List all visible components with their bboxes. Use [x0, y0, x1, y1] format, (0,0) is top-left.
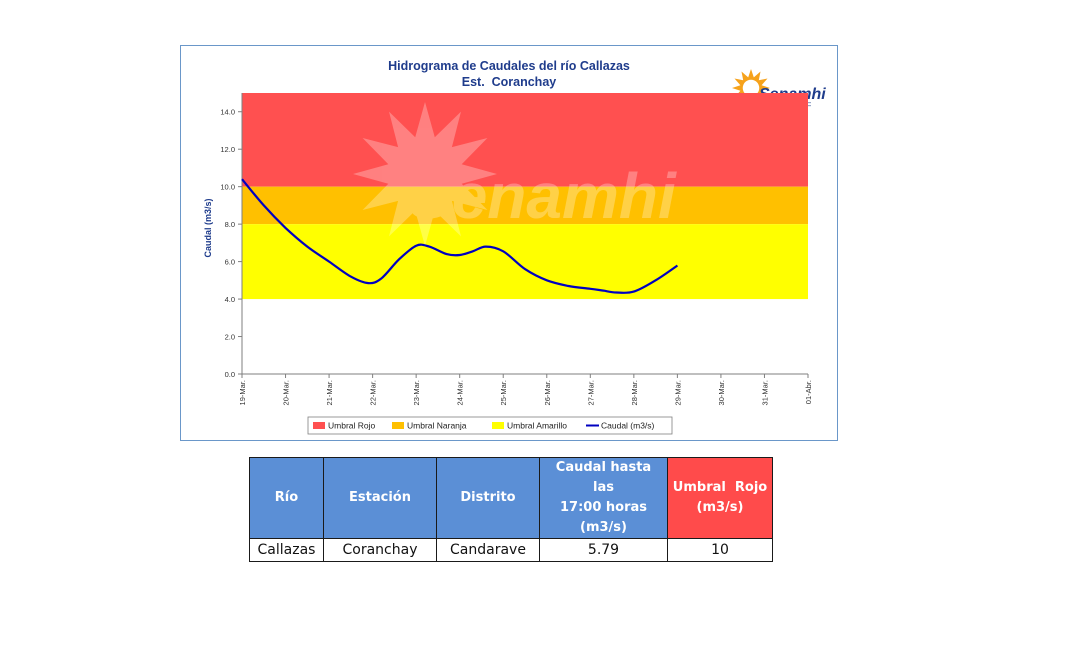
y-tick-label: 10.0	[220, 183, 235, 192]
table-row: Callazas Coranchay Candarave 5.79 10	[249, 538, 773, 562]
x-tick-label: 20-Mar.	[282, 380, 291, 405]
watermark-text: Senamhi	[409, 160, 677, 232]
header-rio: Río	[249, 457, 324, 539]
header-umbral-line1: Umbral Rojo	[672, 480, 768, 495]
chart-subtitle: Est. Coranchay	[462, 75, 557, 89]
y-axis-label: Caudal (m3/s)	[203, 198, 213, 257]
x-tick-label: 22-Mar.	[369, 380, 378, 405]
threshold-band	[242, 93, 808, 187]
cell-estacion: Coranchay	[323, 538, 437, 562]
x-tick-label: 29-Mar.	[673, 380, 682, 405]
y-tick-label: 4.0	[225, 295, 235, 304]
sun-core	[742, 79, 760, 97]
sun-rays	[353, 102, 497, 246]
y-tick-label: 8.0	[225, 220, 235, 229]
chart-title: Hidrograma de Caudales del río Callazas	[388, 59, 630, 73]
legend-swatch	[392, 422, 404, 429]
cell-caudal: 5.79	[539, 538, 668, 562]
chart-frame: Hidrograma de Caudales del río Callazas …	[180, 45, 838, 441]
cell-umbral: 10	[667, 538, 773, 562]
y-tick-label: 14.0	[220, 108, 235, 117]
legend-label: Caudal (m3/s)	[601, 421, 655, 431]
threshold-bands	[242, 93, 808, 374]
x-tick-label: 30-Mar.	[717, 380, 726, 405]
series-layer	[241, 178, 679, 294]
legend-box	[307, 416, 673, 435]
header-caudal: Caudal hasta las 17:00 horas (m3/s)	[539, 457, 668, 539]
sun-icon	[732, 69, 770, 107]
header-umbral-line2: (m3/s)	[696, 500, 744, 515]
x-tick-label: 31-Mar.	[760, 380, 769, 405]
header-caudal-line2: 17:00 horas	[559, 500, 647, 515]
axes: 0.0 2.0 4.0 6.0 8.0 10.0 12.0 14.0 19-Mar. 20-Mar…	[220, 93, 813, 405]
x-tick-label: 27-Mar.	[586, 380, 595, 405]
y-tick-label: 2.0	[225, 333, 235, 342]
legend: Umbral Rojo Umbral Naranja Umbral Amarillo…	[307, 416, 673, 435]
legend-label: Umbral Amarillo	[507, 421, 567, 431]
legend-label: Umbral Rojo	[328, 421, 376, 431]
watermark-sun-icon	[353, 102, 497, 246]
header-distrito: Distrito	[436, 457, 540, 539]
series-line-caudal	[241, 178, 679, 294]
watermark: Senamhi	[353, 102, 677, 246]
header-caudal-line1: Caudal hasta las	[555, 460, 652, 495]
x-tick-label: 25-Mar.	[499, 380, 508, 405]
x-tick-label: 19-Mar.	[238, 380, 247, 405]
y-tick-label: 6.0	[225, 258, 235, 267]
legend-swatch	[313, 422, 325, 429]
y-tick-label: 0.0	[225, 370, 235, 379]
x-tick-label: 01-Abr.	[804, 380, 813, 404]
x-tick-label: 21-Mar.	[325, 380, 334, 405]
x-tick-label: 23-Mar.	[412, 380, 421, 405]
summary-table: Río Estación Distrito Caudal hasta las 1…	[249, 457, 773, 562]
legend-swatch	[492, 422, 504, 429]
y-tick-label: 12.0	[220, 145, 235, 154]
header-caudal-line3: (m3/s)	[580, 520, 627, 535]
chart: Hidrograma de Caudales del río Callazas …	[203, 59, 826, 435]
threshold-band	[242, 186, 808, 225]
legend-label: Umbral Naranja	[407, 421, 467, 431]
x-tick-label: 28-Mar.	[630, 380, 639, 405]
cell-rio: Callazas	[249, 538, 324, 562]
header-estacion: Estación	[323, 457, 437, 539]
cell-distrito: Candarave	[436, 538, 540, 562]
threshold-band	[242, 224, 808, 300]
x-tick-label: 26-Mar.	[543, 380, 552, 405]
header-umbral-rojo: Umbral Rojo (m3/s)	[667, 457, 773, 539]
x-tick-label: 24-Mar.	[456, 380, 465, 405]
